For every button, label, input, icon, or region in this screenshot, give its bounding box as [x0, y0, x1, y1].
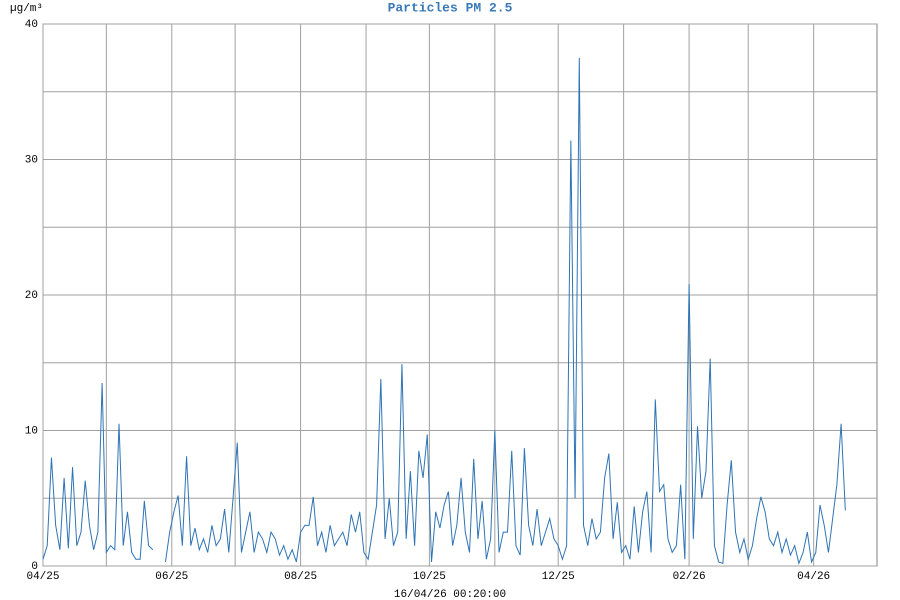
data-line — [42, 57, 846, 565]
x-axis-label: 16/04/26 00:20:00 — [394, 589, 506, 600]
y-unit: µg/m³ — [10, 3, 43, 15]
x-tick-label: 06/25 — [155, 571, 188, 583]
x-tick-label: 08/25 — [284, 571, 317, 583]
x-tick-label: 04/26 — [797, 571, 830, 583]
y-tick-label: 10 — [25, 425, 38, 437]
chart-title: Particles PM 2.5 — [388, 0, 513, 15]
y-tick-label: 0 — [31, 561, 38, 573]
x-tick-label: 12/25 — [542, 571, 575, 583]
x-tick-label: 02/26 — [673, 571, 706, 583]
x-tick-label: 04/25 — [26, 571, 59, 583]
y-tick-label: 20 — [25, 290, 38, 302]
x-tick-label: 10/25 — [413, 571, 446, 583]
y-tick-label: 30 — [25, 154, 38, 166]
y-tick-label: 40 — [25, 19, 38, 31]
